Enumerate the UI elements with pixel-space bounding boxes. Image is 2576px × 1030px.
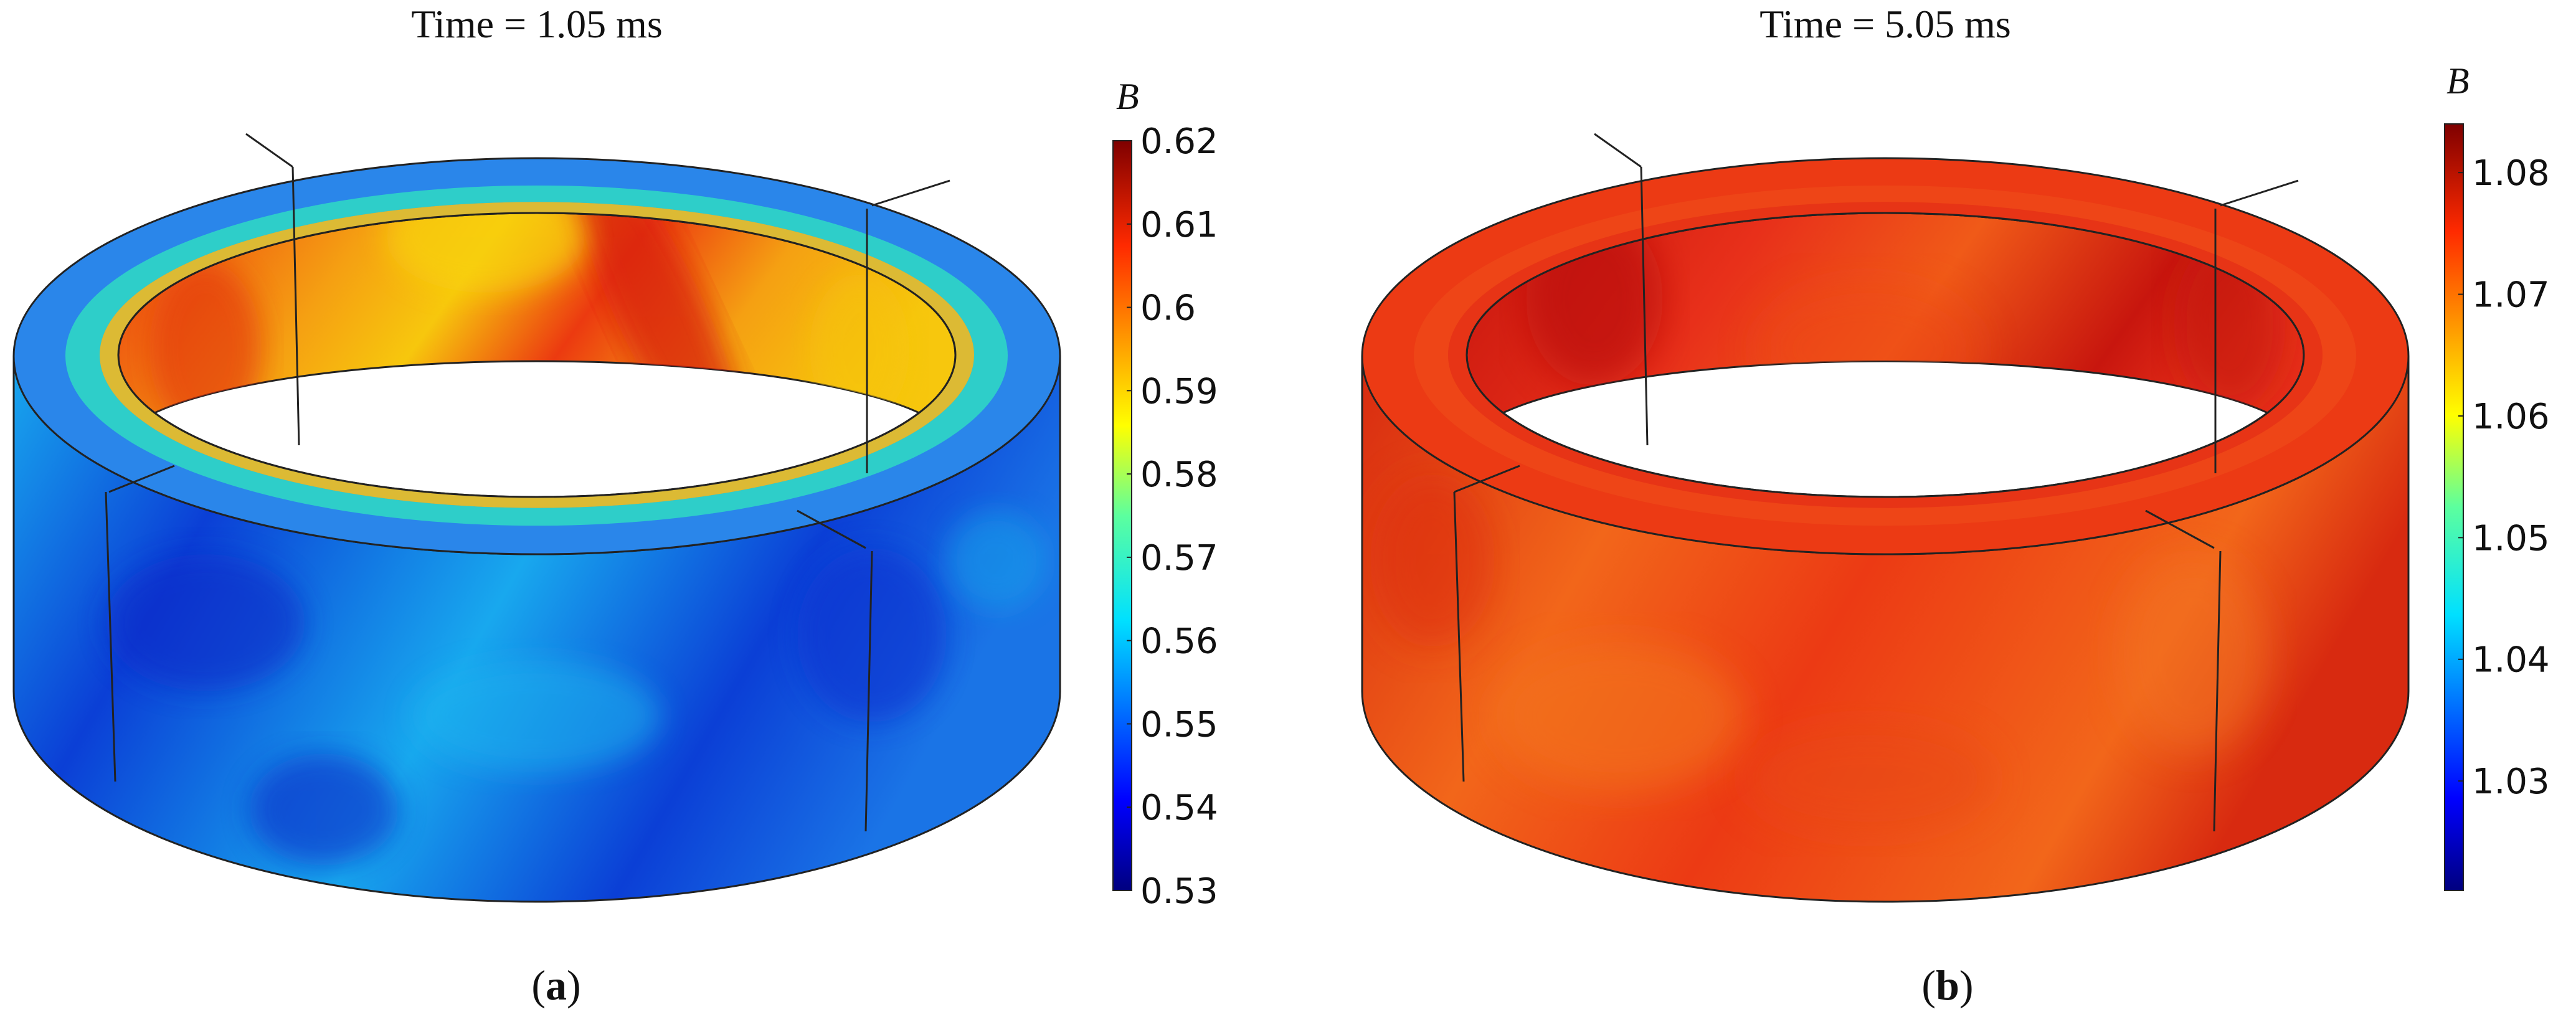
panel-b: Time = 5.05 ms [1361, 2, 2550, 1009]
ring-b [1361, 133, 2410, 903]
colorbar-a: B 0.62 0.61 0.6 0.59 0.58 0.57 0.56 0.55 0.54 0.5… [1112, 76, 1218, 912]
colorbar-b: B 1.08 1.07 1.06 1.05 1.04 1.03 [2444, 60, 2550, 891]
colorbar-a-ticks: 0.62 0.61 0.6 0.59 0.58 0.57 0.56 0.55 0.54 0.53 [1127, 121, 1218, 912]
ring-b-inner-edge [1466, 212, 2305, 498]
colorbar-tick-label: 1.07 [2472, 275, 2550, 316]
panel-a-caption: (a) [531, 961, 580, 1009]
ring-b-outer-texture [1370, 473, 2267, 834]
panel-b-title: Time = 5.05 ms [1759, 2, 2011, 46]
colorbar-tick-label: 1.03 [2472, 762, 2550, 802]
ring-a-seams [105, 133, 950, 832]
ring-a-inner-edge [117, 212, 957, 498]
panel-b-caption: (b) [1921, 961, 1973, 1009]
colorbar-tick-label: 0.55 [1140, 704, 1218, 745]
colorbar-tick-label: 0.56 [1140, 621, 1218, 662]
ring-a-outer-texture [106, 511, 1046, 866]
colorbar-tick-label: 0.57 [1140, 538, 1218, 579]
ring-b-seams [1453, 133, 2299, 832]
panel-a-title: Time = 1.05 ms [411, 2, 663, 46]
colorbar-b-symbol: B [2446, 60, 2469, 102]
panel-a: Time = 1.05 ms [12, 2, 1218, 1009]
colorbar-tick-label: 1.05 [2472, 518, 2550, 559]
colorbar-tick-label: 0.61 [1140, 205, 1218, 245]
colorbar-tick-label: 0.58 [1140, 455, 1218, 495]
colorbar-tick-label: 0.54 [1140, 788, 1218, 828]
colorbar-tick-label: 1.06 [2472, 397, 2550, 437]
colorbar-tick-label: 1.04 [2472, 640, 2550, 681]
colorbar-tick-label: 0.53 [1140, 871, 1218, 912]
colorbar-b-bar [2444, 123, 2464, 891]
colorbar-a-symbol: B [1116, 76, 1139, 117]
colorbar-tick-label: 0.6 [1140, 288, 1196, 329]
ring-a [12, 133, 1061, 903]
colorbar-a-bar [1112, 140, 1132, 891]
colorbar-tick-label: 1.08 [2472, 153, 2550, 194]
colorbar-tick-label: 0.62 [1140, 121, 1218, 162]
colorbar-tick-label: 0.59 [1140, 371, 1218, 412]
colorbar-b-ticks: 1.08 1.07 1.06 1.05 1.04 1.03 [2458, 153, 2550, 802]
